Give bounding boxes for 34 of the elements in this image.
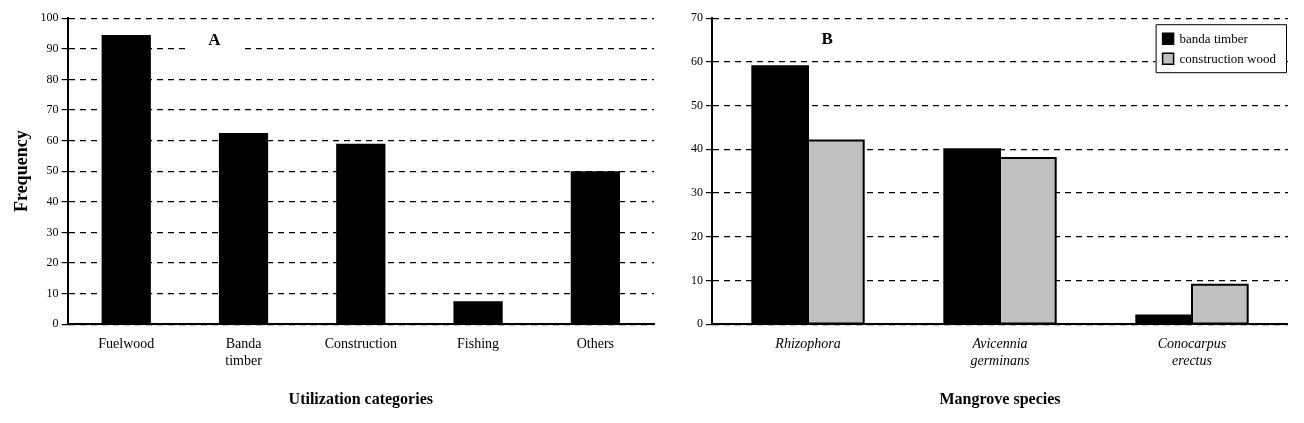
y-tick-label: 40 bbox=[46, 193, 59, 208]
y-tick-label: 10 bbox=[691, 272, 703, 287]
x-tick-label: Construction bbox=[324, 336, 397, 352]
x-tick-label: Others bbox=[576, 336, 615, 352]
x-tick-label: Banda timber bbox=[225, 336, 263, 369]
y-axis-title: Frequency bbox=[11, 130, 32, 213]
text: A bbox=[208, 29, 222, 49]
y-tick-label: 80 bbox=[46, 71, 59, 86]
y-tick-label: 20 bbox=[691, 228, 703, 243]
y-tick-label: 40 bbox=[691, 141, 703, 156]
legend-label: banda timber bbox=[1179, 30, 1249, 46]
x-tick-label: Conocarpus erectus bbox=[1157, 336, 1227, 369]
x-tick-label: Fishing bbox=[457, 336, 500, 352]
y-tick-label: 60 bbox=[691, 54, 703, 69]
y-tick-label: 20 bbox=[46, 255, 59, 270]
x-axis-title: Utilization categories bbox=[288, 389, 433, 408]
y-tick-label: 0 bbox=[52, 316, 59, 331]
y-tick-label: 50 bbox=[691, 97, 703, 112]
y-tick-label: 10 bbox=[46, 285, 59, 300]
y-tick-label: 60 bbox=[46, 132, 59, 147]
x-tick-label: Rhizophora bbox=[774, 336, 841, 352]
legend-label: construction wood bbox=[1179, 50, 1277, 66]
x-tick-label: Fuelwood bbox=[98, 336, 155, 352]
x-axis-title: Mangrove species bbox=[939, 389, 1061, 408]
x-tick-label: Avicennia germinans bbox=[970, 336, 1031, 369]
y-tick-label: 30 bbox=[691, 185, 703, 200]
y-tick-label: 70 bbox=[691, 10, 703, 25]
text: B bbox=[821, 28, 833, 48]
y-tick-label: 100 bbox=[40, 10, 59, 25]
y-tick-label: 70 bbox=[46, 102, 59, 117]
y-tick-label: 30 bbox=[46, 224, 59, 239]
y-tick-label: 0 bbox=[697, 316, 703, 331]
y-tick-label: 50 bbox=[46, 163, 59, 178]
y-tick-label: 90 bbox=[46, 40, 59, 55]
